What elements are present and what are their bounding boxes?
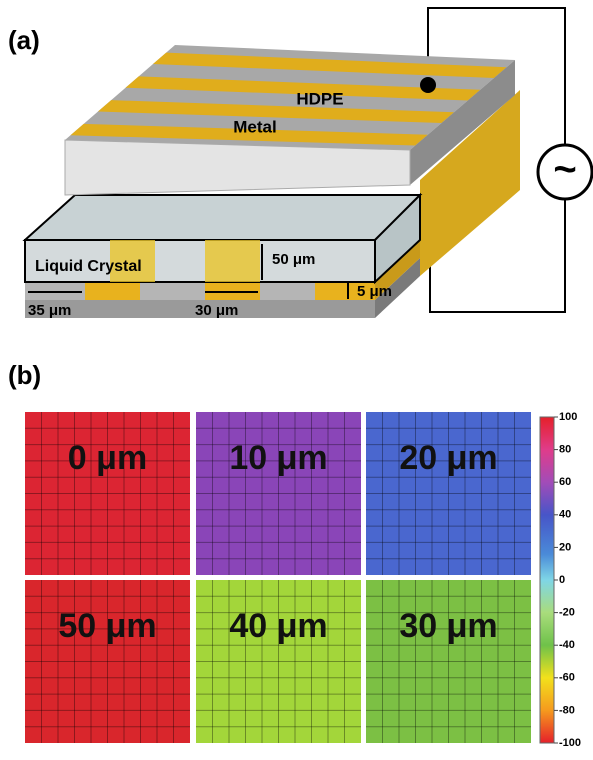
colorbar-tick-label: 20 xyxy=(559,541,571,553)
map-label: 0 μm xyxy=(68,439,147,477)
electrode-glow xyxy=(205,240,260,282)
map-label: 50 μm xyxy=(58,607,156,645)
map-label: 30 μm xyxy=(399,607,497,645)
colorbar-tick-label: 40 xyxy=(559,509,571,521)
metal-label: Metal xyxy=(233,117,276,136)
panel-label: (b) xyxy=(8,360,41,390)
lc-top xyxy=(25,195,420,240)
colorbar-tick-label: -80 xyxy=(559,704,575,716)
colorbar-tick-label: 80 xyxy=(559,444,571,456)
panel-label: (a) xyxy=(8,25,40,55)
colorbar-tick-label: 60 xyxy=(559,476,571,488)
dim-label: 50 μm xyxy=(272,251,315,268)
hdpe-label: HDPE xyxy=(296,89,343,108)
dim-label: 35 μm xyxy=(28,302,71,319)
colorbar-tick-label: 0 xyxy=(559,574,565,586)
map-label: 20 μm xyxy=(399,439,497,477)
colorbar-tick-label: -60 xyxy=(559,672,575,684)
map-label: 10 μm xyxy=(229,439,327,477)
ac-source: ~ xyxy=(553,148,576,192)
hdpe-front xyxy=(65,140,410,195)
colorbar-tick-label: 100 xyxy=(559,411,577,423)
contact xyxy=(420,77,436,93)
map-label: 40 μm xyxy=(229,607,327,645)
colorbar-tick-label: -40 xyxy=(559,639,575,651)
colorbar xyxy=(540,417,554,743)
dim-label: 5 μm xyxy=(357,283,392,300)
lc-label: Liquid Crystal xyxy=(35,258,142,275)
figure: (a) ~ HDPE Metal Liquid Crystal 50 μm 5 … xyxy=(0,0,593,760)
dim-label: 30 μm xyxy=(195,302,238,319)
colorbar-tick-label: -100 xyxy=(559,737,581,749)
electrode xyxy=(85,282,140,300)
colorbar-tick-label: -20 xyxy=(559,607,575,619)
